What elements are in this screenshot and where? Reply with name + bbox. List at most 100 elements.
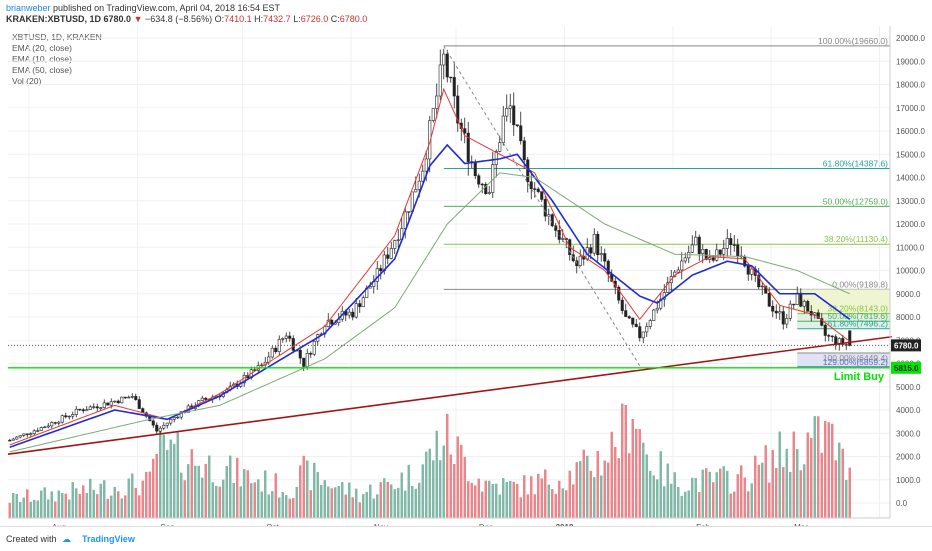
volume-bar — [309, 490, 312, 518]
volume-bar — [43, 487, 46, 518]
candle-body — [624, 310, 628, 317]
volume-bar — [778, 431, 781, 518]
candle-body — [421, 170, 425, 182]
candle-body — [162, 424, 166, 429]
volume-bar — [617, 458, 620, 518]
candle-body — [379, 268, 383, 272]
volume-bar — [299, 465, 302, 518]
volume-bar — [54, 501, 57, 518]
candle-body — [120, 396, 124, 404]
price-tag-label: 5815.0 — [894, 364, 919, 373]
candle-body — [396, 239, 400, 241]
candle-body — [284, 335, 288, 339]
y-tick-label: 18000.0 — [896, 81, 925, 90]
high-label: H: — [254, 14, 264, 24]
candle-body — [116, 400, 120, 404]
volume-bar — [334, 487, 337, 518]
volume-bar — [204, 463, 207, 518]
candle-body — [78, 408, 82, 411]
candle-body — [172, 417, 176, 420]
tradingview-brand[interactable]: TradingView — [82, 534, 135, 544]
volume-bar — [575, 462, 578, 518]
volume-bar — [761, 462, 764, 518]
candle-body — [312, 340, 316, 355]
x-tick-label: Feb — [696, 523, 710, 526]
candle-body — [823, 325, 827, 336]
author-link[interactable]: brianweber — [6, 3, 51, 13]
volume-bar — [61, 492, 64, 518]
candle-body — [757, 275, 761, 288]
volume-bar — [838, 442, 841, 518]
last-price: 6780.0 — [103, 14, 132, 24]
candle-body — [389, 248, 393, 259]
volume-bar — [232, 482, 235, 518]
volume-bar — [155, 453, 158, 518]
volume-bar — [208, 455, 211, 518]
y-tick-label: 20000.0 — [896, 34, 925, 43]
volume-bar — [19, 502, 22, 518]
y-tick-label: 14000.0 — [896, 174, 925, 183]
close-value: 6780.0 — [339, 14, 368, 24]
legend-symbol: XBTUSD, 1D, KRAKEN — [12, 32, 102, 42]
volume-bar — [148, 471, 151, 518]
candle-body — [137, 399, 141, 409]
volume-bar — [190, 449, 193, 518]
candle-body — [36, 430, 40, 432]
candle-body — [701, 249, 705, 254]
volume-bar — [281, 492, 284, 518]
candle-body — [767, 292, 771, 307]
candle-body — [375, 268, 379, 282]
price-chart[interactable]: 100.00%(19660.0) 61.80%(14387.6) 50.00%(12… — [0, 26, 932, 526]
candle-body — [617, 286, 621, 301]
candle-body — [260, 364, 264, 366]
candle-body — [659, 298, 663, 309]
y-tick-label: 16000.0 — [896, 127, 925, 136]
candle-body — [760, 285, 764, 288]
open-value: 7410.1 — [224, 14, 252, 24]
candle-body — [403, 211, 407, 229]
volume-bar — [565, 490, 568, 518]
volume-bar — [71, 482, 74, 518]
candle-body — [596, 233, 600, 256]
candle-body — [445, 53, 449, 78]
volume-bar — [271, 491, 274, 518]
candle-body — [127, 396, 131, 399]
candle-body — [792, 303, 796, 306]
volume-bar — [211, 482, 214, 518]
created-with: Created with — [6, 534, 57, 544]
y-tick-label: 12000.0 — [896, 220, 925, 229]
volume-bar — [600, 475, 603, 518]
volume-bar — [677, 486, 680, 518]
swing-line — [443, 45, 641, 367]
volume-bar — [789, 471, 792, 518]
volume-bar — [803, 464, 806, 518]
candle-body — [578, 255, 582, 267]
candle-body — [424, 158, 428, 172]
candle-body — [291, 338, 295, 351]
volume-bar — [505, 481, 508, 518]
volume-bar — [649, 470, 652, 518]
candle-body — [501, 115, 505, 143]
candle-body — [330, 319, 334, 325]
candle-body — [134, 396, 138, 400]
candle-body — [484, 183, 488, 194]
candle-body — [778, 311, 782, 314]
volume-bar — [474, 485, 477, 518]
volume-bar — [372, 498, 375, 518]
candle-body — [18, 435, 22, 438]
volume-bar — [547, 484, 550, 518]
volume-bar — [456, 436, 459, 518]
candle-body — [176, 416, 180, 419]
volume-bar — [229, 455, 232, 518]
volume-bar — [274, 473, 277, 518]
volume-bar — [138, 495, 141, 518]
volume-bar — [379, 482, 382, 518]
publish-line: brianweber published on TradingView.com,… — [6, 3, 280, 13]
candle-body — [498, 142, 502, 152]
volume-bar — [624, 404, 627, 518]
candle-body — [645, 326, 649, 333]
candle-body — [802, 301, 806, 307]
price-tag — [891, 361, 921, 374]
volume-bar — [120, 498, 123, 518]
volume-bar — [411, 485, 414, 518]
